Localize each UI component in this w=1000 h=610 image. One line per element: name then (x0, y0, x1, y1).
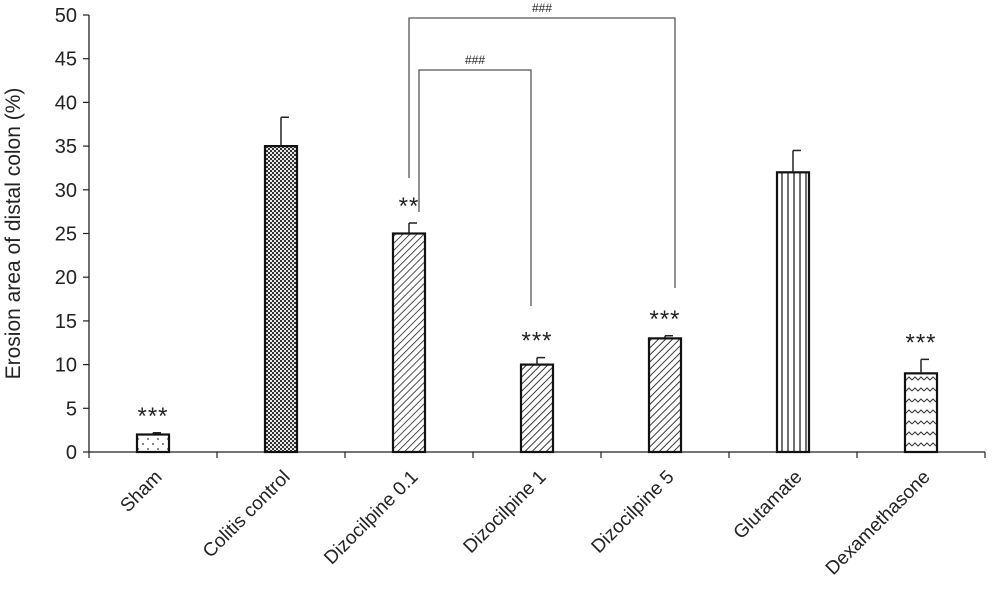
y-tick-label: 30 (55, 180, 77, 202)
x-tick-label: Sham (117, 467, 167, 517)
annotations: **************###### (137, 1, 936, 430)
x-tick-label: Dizocilpine 0.1 (320, 467, 422, 569)
y-tick-label: 35 (55, 136, 77, 158)
bar-6 (903, 372, 939, 454)
y-tick-label: 5 (66, 398, 77, 420)
bar-3 (519, 363, 555, 454)
y-axis-label: Erosion area of distal colon (%) (2, 88, 25, 380)
y-tick-label: 45 (55, 49, 77, 71)
y-tick-label: 40 (55, 92, 77, 114)
y-tick-label: 10 (55, 355, 77, 377)
significance-label: *** (649, 306, 680, 333)
x-tick-label: Dexamethasone (822, 467, 935, 580)
bar-5 (775, 171, 811, 454)
y-tick-label: 50 (55, 5, 77, 27)
significance-label: ** (399, 193, 420, 220)
y-tick-label: 20 (55, 267, 77, 289)
significance-label: *** (137, 403, 168, 430)
significance-label: *** (905, 329, 936, 356)
x-tick-label: Dizocilpine 1 (460, 467, 551, 558)
comparison-bracket (408, 17, 676, 288)
y-tick-label: 25 (55, 224, 77, 246)
comparison-bracket (418, 69, 532, 306)
y-tick-label: 15 (55, 311, 77, 333)
bar-0 (135, 433, 171, 454)
y-tick-label: 0 (66, 442, 77, 464)
bars (135, 116, 939, 454)
x-tick-label: Colitis control (199, 467, 294, 562)
bracket-label: ### (465, 53, 485, 67)
significance-label: *** (521, 328, 552, 355)
bar-4 (647, 337, 683, 454)
axes: 0 5 10 15 20 25 30 35 40 45 50 Erosion area of dist… (2, 5, 986, 580)
bar-1 (263, 145, 299, 454)
x-tick-label: Dizocilpine 5 (588, 467, 679, 558)
bracket-label: ### (532, 1, 552, 15)
bar-2 (391, 232, 427, 454)
x-tick-label: Glutamate (730, 467, 807, 544)
